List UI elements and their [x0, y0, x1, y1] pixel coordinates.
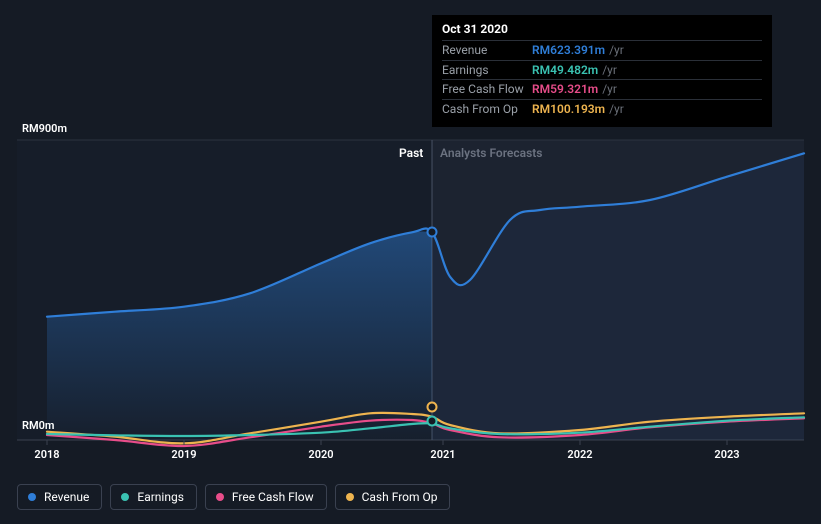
y-tick-min: RM0m [22, 419, 54, 432]
legend-dot-icon [28, 493, 36, 501]
tooltip-metric-unit: /yr [609, 101, 624, 118]
legend-dot-icon [121, 493, 129, 501]
tooltip-row: EarningsRM49.482m/yr [442, 60, 762, 80]
hover-tooltip: Oct 31 2020 RevenueRM623.391m/yrEarnings… [432, 15, 772, 127]
x-tick-2020: 2020 [308, 448, 333, 461]
tooltip-date: Oct 31 2020 [442, 21, 762, 38]
legend-dot-icon [216, 493, 224, 501]
tooltip-row: Cash From OpRM100.193m/yr [442, 99, 762, 119]
legend-label: Revenue [44, 490, 89, 504]
legend-label: Earnings [137, 490, 184, 504]
forecast-label: Analysts Forecasts [440, 146, 542, 160]
chart-legend: Revenue Earnings Free Cash Flow Cash From O… [17, 484, 450, 510]
y-tick-max: RM900m [22, 122, 67, 135]
legend-item-earnings[interactable]: Earnings [110, 484, 197, 510]
past-label: Past [399, 146, 423, 160]
tooltip-metric-label: Cash From Op [442, 101, 532, 118]
legend-label: Cash From Op [362, 490, 438, 504]
x-tick-2023: 2023 [714, 448, 739, 461]
legend-item-free-cash-flow[interactable]: Free Cash Flow [205, 484, 327, 510]
legend-label: Free Cash Flow [232, 490, 314, 504]
tooltip-metric-value: RM100.193m [532, 101, 605, 118]
tooltip-metric-unit: /yr [602, 81, 617, 98]
tooltip-metric-label: Revenue [442, 42, 532, 59]
tooltip-metric-value: RM49.482m [532, 62, 598, 79]
legend-dot-icon [346, 493, 354, 501]
tooltip-metric-label: Earnings [442, 62, 532, 79]
tooltip-metric-unit: /yr [609, 42, 624, 59]
tooltip-metric-value: RM59.321m [532, 81, 598, 98]
x-tick-2022: 2022 [567, 448, 592, 461]
tooltip-metric-unit: /yr [602, 62, 617, 79]
tooltip-row: RevenueRM623.391m/yr [442, 40, 762, 60]
x-tick-2018: 2018 [34, 448, 59, 461]
tooltip-metric-value: RM623.391m [532, 42, 605, 59]
x-tick-2021: 2021 [430, 448, 455, 461]
x-tick-2019: 2019 [171, 448, 196, 461]
tooltip-row: Free Cash FlowRM59.321m/yr [442, 79, 762, 99]
legend-item-revenue[interactable]: Revenue [17, 484, 102, 510]
tooltip-metric-label: Free Cash Flow [442, 81, 532, 98]
legend-item-cash-from-op[interactable]: Cash From Op [335, 484, 451, 510]
